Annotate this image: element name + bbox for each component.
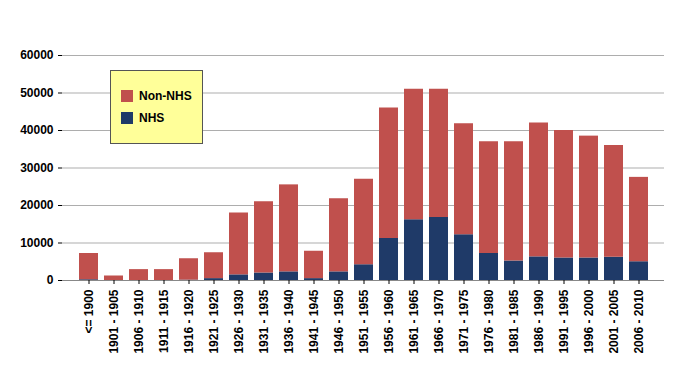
svg-text:30000: 30000 [20,161,54,175]
svg-text:1991 - 1995: 1991 - 1995 [557,289,571,353]
svg-text:1906 - 1910: 1906 - 1910 [132,289,146,353]
svg-text:50000: 50000 [20,86,54,100]
svg-text:1981 - 1985: 1981 - 1985 [507,289,521,353]
svg-text:40000: 40000 [20,123,54,137]
svg-text:1936 - 1940: 1936 - 1940 [282,289,296,353]
svg-text:1996 - 2000: 1996 - 2000 [582,289,596,353]
html-text:NHS: NHS [139,111,165,125]
svg-text:1901 - 1905: 1901 - 1905 [107,289,121,353]
svg-text:1911 - 1915: 1911 - 1915 [157,289,171,353]
svg-text:1916 - 1920: 1916 - 1920 [182,289,196,353]
svg-text:1961 - 1965: 1961 - 1965 [407,289,421,353]
svg-text:<= 1900: <= 1900 [82,289,96,333]
svg-text:1931 - 1935: 1931 - 1935 [257,289,271,353]
svg-text:1941 - 1945: 1941 - 1945 [307,289,321,353]
svg-text:1986 - 1990: 1986 - 1990 [532,289,546,353]
svg-text:1976 - 1980: 1976 - 1980 [482,289,496,353]
svg-text:10000: 10000 [20,236,54,250]
svg-text:60000: 60000 [20,48,54,62]
svg-text:1951 - 1955: 1951 - 1955 [357,289,371,353]
svg-text:1921 - 1925: 1921 - 1925 [207,289,221,353]
svg-text:0: 0 [47,273,54,287]
html-text:Non-NHS: Non-NHS [139,89,192,103]
svg-text:1971 - 1975: 1971 - 1975 [457,289,471,353]
svg-text:1966 - 1970: 1966 - 1970 [432,289,446,353]
svg-text:2001 - 2005: 2001 - 2005 [607,289,621,353]
svg-text:1956 - 1960: 1956 - 1960 [382,289,396,353]
svg-text:1926 - 1930: 1926 - 1930 [232,289,246,353]
svg-text:20000: 20000 [20,198,54,212]
svg-text:1946 - 1950: 1946 - 1950 [332,289,346,353]
svg-text:2006 - 2010: 2006 - 2010 [632,289,646,353]
